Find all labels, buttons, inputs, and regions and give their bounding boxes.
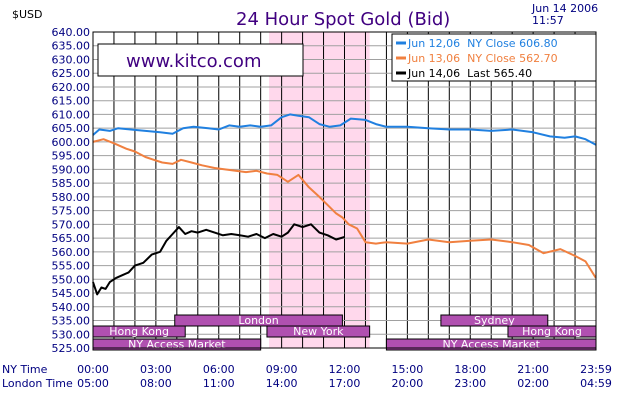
y-tick-label: 595.00 (52, 150, 91, 163)
x-tick-label-ny: 23:59 (580, 363, 612, 376)
x-tick-label-ny: 00:00 (77, 363, 109, 376)
y-tick-label: 540.00 (52, 301, 91, 314)
session-bar (266, 325, 371, 338)
y-tick-label: 630.00 (52, 53, 91, 66)
y-tick-label: 550.00 (52, 273, 91, 286)
x-tick-label-ny: 18:00 (454, 363, 486, 376)
x-row-label-london: London Time (2, 377, 73, 390)
legend-box (391, 33, 597, 82)
session-label: Sydney (474, 314, 515, 327)
x-tick-label-london: 08:00 (140, 377, 172, 390)
series-line-jun13 (92, 138, 597, 279)
x-tick-label-london: 04:59 (580, 377, 612, 390)
x-tick-label-ny: 21:00 (517, 363, 549, 376)
y-tick-label: 545.00 (52, 287, 91, 300)
y-tick-label: 565.00 (52, 232, 91, 245)
y-tick-label: 555.00 (52, 260, 91, 273)
x-tick-label-london: 17:00 (329, 377, 361, 390)
highlight-layer (269, 32, 370, 348)
series-layer (92, 113, 597, 296)
x-tick-label-ny: 09:00 (266, 363, 298, 376)
x-tick-label-london: 20:00 (392, 377, 424, 390)
y-tick-label: 585.00 (52, 177, 91, 190)
legend-entry-jun14: Jun 14,06 Last 565.40 (407, 67, 532, 80)
y-tick-label: 535.00 (52, 315, 91, 328)
y-tick-label: 640.00 (52, 26, 91, 39)
y-tick-label: 625.00 (52, 67, 91, 80)
x-tick-label-london: 23:00 (454, 377, 486, 390)
y-tick-label: 590.00 (52, 163, 91, 176)
x-tick-label-ny: 06:00 (203, 363, 235, 376)
y-tick-label: 605.00 (52, 122, 91, 135)
session-bar (174, 314, 343, 327)
highlight-band (269, 32, 370, 348)
legend-entry-jun12: Jun 12,06 NY Close 606.80 (407, 37, 558, 50)
session-bar (440, 314, 549, 327)
x-tick-label-ny: 15:00 (392, 363, 424, 376)
session-label: Hong Kong (522, 325, 582, 338)
y-tick-label: 580.00 (52, 191, 91, 204)
y-tick-label: 635.00 (52, 40, 91, 53)
watermark-text: www.kitco.com (126, 51, 261, 72)
x-tick-label-london: 11:00 (203, 377, 235, 390)
series-line-jun12 (92, 113, 597, 146)
y-tick-label: 530.00 (52, 328, 91, 341)
session-label: NY Access Market (442, 338, 540, 351)
watermark-box (97, 43, 304, 77)
session-label: New York (293, 325, 344, 338)
y-tick-label: 570.00 (52, 218, 91, 231)
plot-frame (92, 31, 597, 349)
y-tick-label: 610.00 (52, 108, 91, 121)
y-tick-labels: 525.00530.00535.00540.00545.00550.00555.… (52, 26, 91, 355)
legend: Jun 12,06 NY Close 606.80 Jun 13,06 NY C… (391, 33, 597, 82)
grid-layer (92, 31, 597, 349)
y-tick-label: 560.00 (52, 246, 91, 259)
session-label: Hong Kong (109, 325, 169, 338)
y-tick-label: 525.00 (52, 342, 91, 355)
x-tick-label-london: 05:00 (77, 377, 109, 390)
date-label: Jun 14 2006 (531, 2, 598, 15)
series-line-jun14 (92, 223, 345, 296)
y-tick-label: 620.00 (52, 81, 91, 94)
y-tick-label: 615.00 (52, 95, 91, 108)
y-tick-label: 600.00 (52, 136, 91, 149)
session-label: London (238, 314, 278, 327)
x-tick-label-ny: 03:00 (140, 363, 172, 376)
y-tick-label: 575.00 (52, 205, 91, 218)
y-axis-unit-label: $USD (12, 8, 43, 21)
x-tick-label-london: 14:00 (266, 377, 298, 390)
x-tick-label-ny: 12:00 (329, 363, 361, 376)
time-label: 11:57 (532, 14, 564, 27)
chart-title: 24 Hour Spot Gold (Bid) (236, 9, 450, 30)
x-tick-label-london: 02:00 (517, 377, 549, 390)
session-label: NY Access Market (128, 338, 226, 351)
x-row-label-ny: NY Time (2, 363, 48, 376)
legend-entry-jun13: Jun 13,06 NY Close 562.70 (407, 52, 558, 65)
